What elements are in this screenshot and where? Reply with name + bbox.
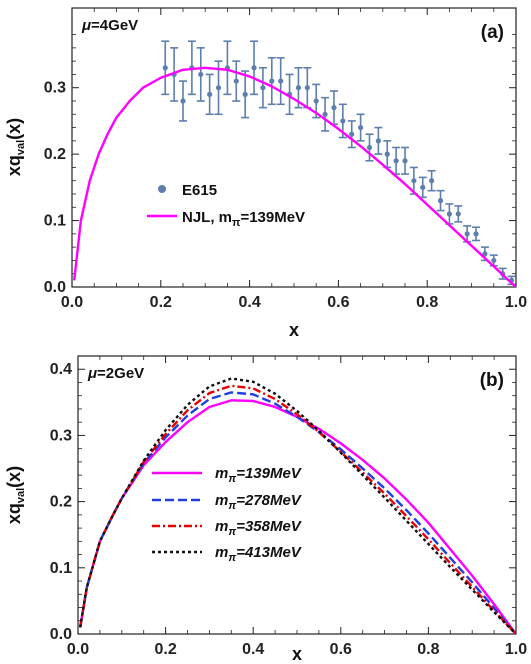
legend-label-e615: E615 <box>182 182 217 199</box>
x-tick-label: 1.0 <box>505 294 527 311</box>
y-axis-label: xqval(x) <box>4 466 27 524</box>
plot-frame <box>71 7 517 288</box>
data-point <box>482 251 488 257</box>
y-tick-label: 0.0 <box>50 626 72 643</box>
scale-annotation: μ=2GeV <box>87 365 144 382</box>
x-tick-label: 0.6 <box>327 294 349 311</box>
data-point <box>251 65 257 71</box>
data-point <box>429 178 435 184</box>
legend-label-1: mπ=278MeV <box>215 492 303 512</box>
data-point <box>198 71 204 78</box>
series-line-1 <box>73 66 516 287</box>
y-tick-label: 0.0 <box>44 279 66 296</box>
panel-a: 0.0 0.2 0.4 0.6 0.8 1.0 0.0 0.1 0.2 0.3 x xqval(x) μ… <box>4 7 527 340</box>
scale-annotation: μ=4GeV <box>81 17 138 34</box>
data-point <box>295 85 302 91</box>
y-tick-label: 0.1 <box>50 560 72 577</box>
legend-label-0: mπ=139MeV <box>215 465 303 485</box>
data-point <box>446 211 452 217</box>
x-tick-label: 0.6 <box>330 641 352 658</box>
x-tick-label: 0.0 <box>61 294 83 311</box>
data-point <box>420 184 426 190</box>
panel-label: (a) <box>481 22 504 43</box>
x-tick-label: 0.4 <box>242 641 264 658</box>
data-point <box>411 178 417 184</box>
data-point <box>349 131 355 137</box>
data-point <box>464 231 470 237</box>
x-axis-label: x <box>289 320 299 340</box>
series-line-3 <box>79 377 516 634</box>
data-point <box>233 78 239 84</box>
data-point <box>304 85 310 91</box>
panel-label: (b) <box>480 370 504 391</box>
data-point <box>358 124 364 131</box>
data-point <box>375 138 381 144</box>
data-point <box>340 118 346 124</box>
data-point <box>180 98 186 104</box>
data-point <box>331 105 337 111</box>
data-point <box>313 98 319 104</box>
data-point <box>437 198 444 204</box>
x-tick-label: 0.8 <box>416 294 438 311</box>
legend: mπ=139MeV mπ=278MeV mπ=358MeV mπ=413MeV <box>152 465 303 564</box>
data-point <box>473 231 479 237</box>
data-point <box>491 257 497 264</box>
data-point <box>322 111 328 117</box>
legend: E615 NJL, mπ=139MeV <box>147 182 305 229</box>
x-tick-label: 0.2 <box>154 641 176 658</box>
data-point <box>393 158 399 164</box>
x-tick-label: 0.4 <box>238 294 260 311</box>
data-point <box>384 151 390 157</box>
y-tick-label: 0.3 <box>44 80 66 97</box>
y-axis-label: xqval(x) <box>4 118 27 176</box>
data-point <box>269 78 275 84</box>
y-tick-label: 0.2 <box>50 494 72 511</box>
data-point <box>278 78 284 84</box>
data-point <box>215 85 222 91</box>
y-tick-label: 0.4 <box>50 361 72 378</box>
data-point <box>242 91 248 97</box>
legend-marker-e615 <box>158 185 166 193</box>
legend-label-2: mπ=358MeV <box>215 518 303 538</box>
x-tick-label: 0.0 <box>67 641 89 658</box>
panel-b: 0.0 0.2 0.4 0.6 0.8 1.0 0.0 0.1 0.2 0.3 0.4 x xqval(… <box>4 355 527 664</box>
series-line-2 <box>79 384 516 634</box>
x-axis-label: x <box>292 644 302 664</box>
data-point <box>366 144 373 151</box>
x-tick-label: 1.0 <box>505 641 527 658</box>
series-e615 <box>161 40 516 286</box>
y-tick-label: 0.1 <box>44 213 66 230</box>
legend-label-njl: NJL, mπ=139MeV <box>182 209 305 229</box>
data-point <box>207 91 213 97</box>
data-point <box>402 158 408 164</box>
y-tick-label: 0.2 <box>44 146 66 163</box>
data-point <box>260 85 266 91</box>
data-point <box>455 211 461 217</box>
x-tick-label: 0.8 <box>417 641 439 658</box>
y-tick-label: 0.3 <box>50 427 72 444</box>
series-line-1 <box>79 391 516 634</box>
x-tick-label: 0.2 <box>150 294 172 311</box>
legend-label-3: mπ=413MeV <box>215 544 303 564</box>
data-point <box>162 65 168 71</box>
